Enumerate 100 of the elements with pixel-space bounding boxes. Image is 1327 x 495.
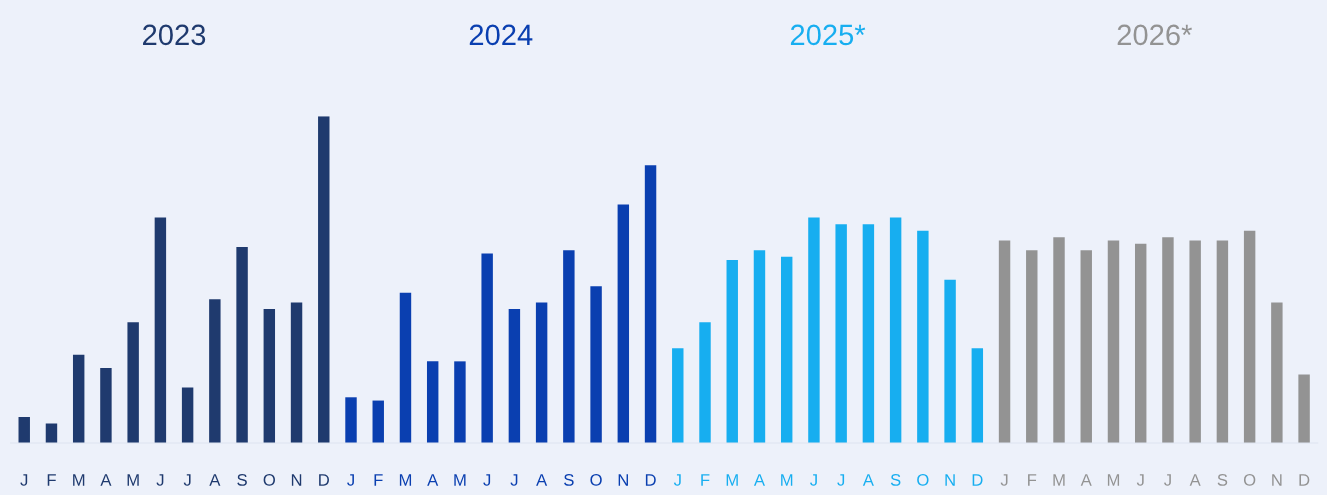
text: 2025*: [790, 24, 866, 46]
bar: [1189, 240, 1201, 444]
x-tick-label: A: [100, 474, 112, 486]
bar: [45, 423, 58, 444]
bar: [1298, 374, 1310, 444]
bar: [862, 224, 875, 444]
x-tick-label: F: [701, 474, 710, 486]
x-tick-label: N: [618, 474, 628, 486]
x-tick-label: F: [1028, 474, 1037, 486]
bar: [399, 292, 412, 444]
x-tick-label: M: [454, 474, 466, 486]
bar: [426, 361, 439, 444]
bar: [209, 299, 221, 444]
x-tick-label: A: [536, 474, 548, 486]
bar: [100, 367, 112, 444]
x-tick-label: N: [291, 474, 302, 486]
bar: [154, 217, 167, 444]
x-tick-label: J: [347, 474, 354, 486]
x-tick-label: J: [20, 474, 28, 486]
bar: [835, 224, 847, 444]
x-tick-label: D: [972, 474, 983, 486]
bar: [263, 309, 276, 444]
bar: [290, 302, 303, 444]
x-tick-label: J: [837, 474, 845, 486]
bar: [917, 230, 929, 444]
x-tick-label: M: [1053, 474, 1065, 486]
x-tick-label: A: [753, 474, 765, 486]
x-tick-label: M: [73, 474, 85, 486]
bar: [808, 217, 820, 444]
bar: [699, 322, 711, 444]
x-tick-label: F: [47, 474, 56, 486]
bar: [563, 250, 575, 444]
bar: [889, 217, 902, 444]
x-tick-label: J: [483, 474, 491, 486]
x-tick-label: F: [374, 474, 383, 486]
x-tick-label: M: [781, 474, 793, 486]
bar: [1216, 240, 1229, 444]
x-tick-label: J: [510, 474, 518, 486]
x-tick-label: D: [1299, 474, 1310, 486]
x-tick-label: J: [183, 474, 191, 486]
x-tick-label: J: [1000, 474, 1008, 486]
bar: [236, 247, 248, 444]
text: 2024: [469, 24, 533, 46]
bar: [181, 387, 194, 444]
x-tick-label: O: [1243, 474, 1256, 486]
bar: [372, 400, 384, 444]
bar: [726, 260, 738, 444]
bar: [318, 116, 330, 444]
bar: [753, 250, 766, 444]
x-tick-label: A: [862, 474, 874, 486]
x-tick-label: D: [319, 474, 329, 486]
bar: [535, 302, 548, 444]
bar: [1107, 240, 1120, 444]
x-tick-label: M: [1107, 474, 1120, 486]
x-tick-label: J: [1136, 474, 1144, 486]
bar: [72, 354, 85, 444]
bar: [1271, 302, 1283, 444]
bar: [617, 204, 630, 444]
bar: [590, 286, 602, 444]
bar: [1080, 250, 1092, 444]
bar: [944, 279, 956, 444]
x-tick-label: N: [1272, 474, 1282, 486]
x-tick-label: O: [917, 474, 929, 486]
x-tick-label: A: [1080, 474, 1092, 486]
x-tick-label: M: [399, 474, 412, 486]
bar: [481, 253, 493, 444]
bar: [1243, 230, 1256, 444]
x-tick-label: N: [945, 474, 955, 486]
bar: [18, 416, 30, 444]
x-tick-label: M: [726, 474, 738, 486]
bar: [345, 397, 357, 444]
x-tick-label: M: [127, 474, 139, 486]
x-tick-label: J: [673, 474, 681, 486]
bar: [998, 240, 1011, 444]
x-tick-label: O: [263, 474, 275, 486]
x-tick-label: S: [237, 474, 247, 486]
bar: [1026, 250, 1038, 444]
x-tick-label: J: [156, 474, 164, 486]
x-tick-label: O: [590, 474, 602, 486]
x-tick-label: S: [1217, 474, 1228, 486]
x-tick-label: J: [1164, 474, 1171, 486]
x-tick-label: A: [209, 474, 221, 486]
bar: [780, 256, 793, 444]
x-tick-label: S: [890, 474, 901, 486]
x-tick-label: A: [427, 474, 439, 486]
bar: [508, 309, 521, 444]
bar: [672, 348, 684, 444]
bar: [127, 322, 139, 444]
bar: [971, 348, 984, 444]
x-tick-label: D: [645, 474, 656, 486]
text: 2023: [143, 24, 206, 46]
bar: [644, 165, 657, 444]
text: 2026*: [1117, 24, 1192, 46]
x-tick-label: S: [564, 474, 574, 486]
bar: [1162, 237, 1174, 444]
x-tick-label: J: [810, 474, 817, 486]
bar: [454, 361, 466, 444]
bar: [1053, 237, 1065, 444]
bar: [1134, 243, 1147, 444]
x-tick-label: A: [1189, 474, 1201, 486]
